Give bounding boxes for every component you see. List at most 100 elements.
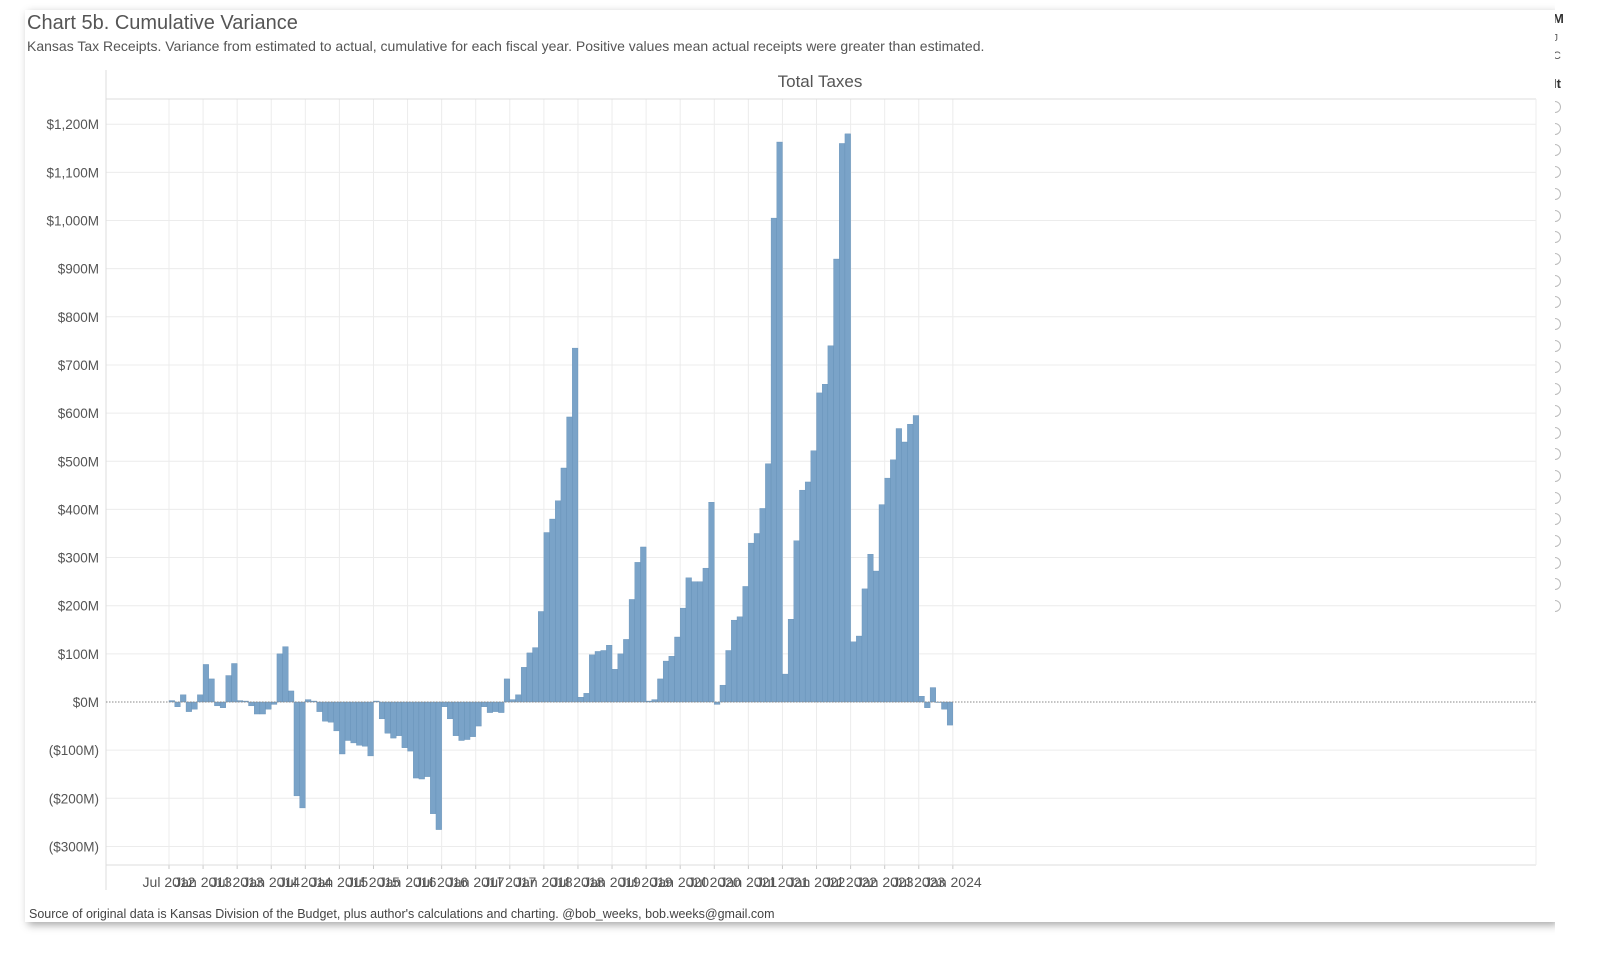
bar bbox=[929, 687, 936, 703]
bar bbox=[282, 646, 289, 703]
radio-option-icon[interactable] bbox=[1555, 252, 1561, 265]
radio-option-icon[interactable] bbox=[1555, 144, 1561, 157]
bar bbox=[248, 701, 255, 707]
panel-label: J bbox=[1555, 33, 1558, 44]
bar bbox=[555, 500, 562, 703]
bar bbox=[941, 701, 948, 710]
bar bbox=[799, 489, 806, 703]
x-tick-label: Jan 2024 bbox=[924, 874, 982, 890]
bar bbox=[912, 415, 919, 703]
chart-title: Total Taxes bbox=[778, 72, 863, 91]
radio-option-icon[interactable] bbox=[1555, 535, 1561, 547]
bar bbox=[765, 463, 772, 703]
bar bbox=[503, 678, 510, 703]
radio-option-icon[interactable] bbox=[1555, 469, 1561, 482]
panel-label: C bbox=[1555, 50, 1561, 62]
bar bbox=[378, 701, 386, 720]
radio-option-icon[interactable] bbox=[1555, 600, 1561, 613]
radio-option-icon[interactable] bbox=[1555, 166, 1561, 179]
bar bbox=[873, 570, 880, 703]
bar bbox=[197, 694, 204, 703]
bar bbox=[748, 542, 755, 703]
bar bbox=[640, 546, 647, 703]
bar bbox=[719, 684, 726, 703]
bar bbox=[441, 701, 448, 707]
radio-option-icon[interactable] bbox=[1555, 274, 1561, 287]
x-tick-label: Jan 2022 bbox=[788, 874, 846, 890]
radio-option-icon[interactable] bbox=[1555, 296, 1561, 309]
x-tick-label: Jul 2013 bbox=[211, 874, 264, 890]
bar bbox=[782, 673, 789, 703]
radio-option-icon[interactable] bbox=[1555, 187, 1561, 200]
y-tick-label: $700M bbox=[58, 358, 99, 373]
bar bbox=[895, 428, 902, 703]
bar bbox=[254, 701, 261, 715]
page-title: Chart 5b. Cumulative Variance bbox=[27, 12, 298, 34]
bar bbox=[293, 701, 300, 797]
bar bbox=[356, 701, 363, 746]
bar bbox=[787, 619, 794, 703]
bar bbox=[350, 701, 357, 744]
x-tick-label: Jul 2014 bbox=[279, 874, 332, 890]
bar bbox=[827, 345, 834, 703]
radio-option-icon[interactable] bbox=[1555, 491, 1561, 504]
radio-option-icon[interactable] bbox=[1555, 361, 1561, 374]
bar bbox=[577, 697, 584, 703]
bar bbox=[901, 441, 908, 703]
radio-option-icon[interactable] bbox=[1555, 122, 1561, 135]
bar bbox=[242, 700, 249, 703]
x-tick-label: Jan 2016 bbox=[379, 874, 437, 890]
radio-option-icon[interactable] bbox=[1555, 556, 1561, 569]
filter-panel-edge: M J C It bbox=[1555, 0, 1600, 966]
bar bbox=[804, 481, 812, 703]
y-tick-label: ($100M) bbox=[49, 743, 99, 758]
radio-option-icon[interactable] bbox=[1555, 231, 1561, 244]
radio-option-icon[interactable] bbox=[1555, 426, 1561, 439]
bar bbox=[611, 669, 618, 703]
x-tick-label: Jul 2016 bbox=[415, 874, 468, 890]
bar bbox=[674, 636, 681, 703]
radio-option-icon[interactable] bbox=[1555, 209, 1561, 222]
radio-option-icon[interactable] bbox=[1555, 339, 1561, 352]
bar bbox=[424, 701, 431, 777]
y-tick-label: $1,000M bbox=[46, 214, 99, 229]
y-tick-label: $1,100M bbox=[46, 165, 99, 180]
x-tick-label: Jan 2021 bbox=[720, 874, 778, 890]
bar bbox=[560, 467, 567, 703]
radio-option-icon[interactable] bbox=[1555, 578, 1561, 591]
bar bbox=[361, 701, 368, 747]
radio-option-icon[interactable] bbox=[1555, 448, 1561, 461]
bar bbox=[543, 532, 550, 703]
y-tick-label: ($200M) bbox=[49, 791, 99, 806]
bar bbox=[822, 384, 829, 703]
bar bbox=[208, 678, 215, 703]
bar bbox=[810, 450, 817, 703]
bar bbox=[850, 641, 857, 703]
page-subtitle: Kansas Tax Receipts. Variance from estim… bbox=[27, 38, 985, 54]
bar bbox=[174, 701, 181, 707]
bar bbox=[219, 701, 226, 708]
x-tick-label: Jul 2018 bbox=[551, 874, 604, 890]
bar bbox=[918, 696, 925, 703]
x-tick-label: Jul 2019 bbox=[620, 874, 673, 890]
bar bbox=[339, 701, 346, 755]
bar bbox=[475, 701, 482, 727]
x-tick-label: Jul 2021 bbox=[756, 874, 809, 890]
bar bbox=[697, 581, 704, 703]
bar bbox=[333, 701, 340, 732]
bar bbox=[770, 217, 777, 703]
bar bbox=[288, 690, 295, 703]
radio-option-icon[interactable] bbox=[1555, 318, 1561, 330]
radio-option-icon[interactable] bbox=[1555, 383, 1561, 396]
bar bbox=[668, 656, 675, 703]
bar bbox=[413, 701, 420, 779]
x-tick-label: Jan 2013 bbox=[174, 874, 232, 890]
radio-option-icon[interactable] bbox=[1555, 404, 1561, 417]
bar bbox=[736, 616, 743, 703]
radio-option-icon[interactable] bbox=[1555, 101, 1561, 113]
bar bbox=[430, 701, 437, 814]
bar bbox=[572, 347, 579, 703]
x-tick-label: Jul 2012 bbox=[143, 874, 196, 890]
radio-option-icon[interactable] bbox=[1555, 513, 1561, 526]
bar bbox=[498, 701, 505, 713]
